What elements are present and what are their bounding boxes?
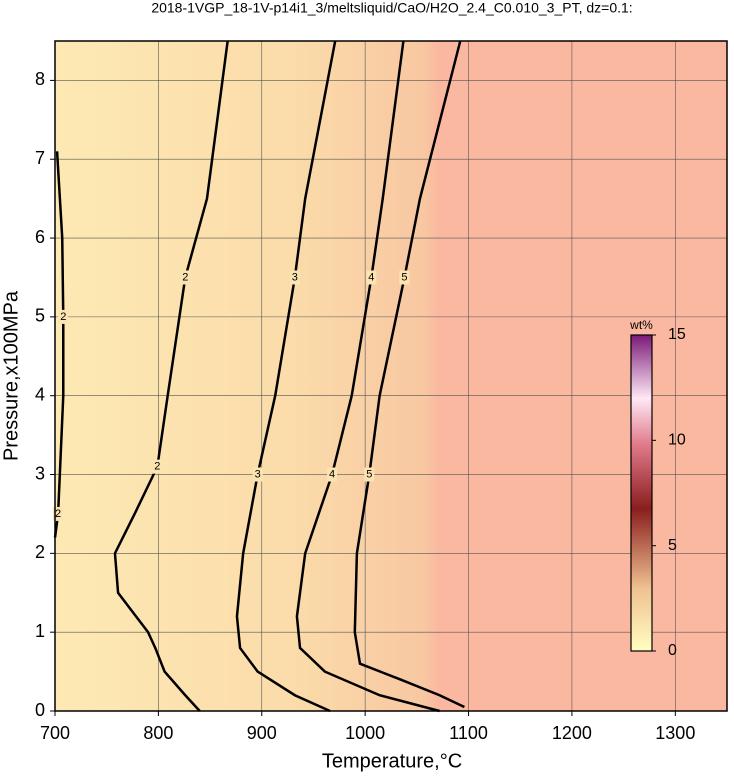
contour-label: 4	[368, 271, 374, 283]
contour-label: 3	[255, 468, 261, 480]
y-tick-label: 0	[35, 700, 45, 720]
contour-line	[235, 40, 337, 713]
y-tick-label: 3	[35, 463, 45, 483]
x-axis-label: Temperature,°C	[322, 750, 462, 772]
x-tick-label: 1200	[552, 723, 592, 743]
plot-frame	[54, 40, 728, 712]
x-tick-label: 700	[40, 723, 70, 743]
contour-label-bg	[180, 270, 191, 285]
colorbar-tick-label: 5	[668, 537, 677, 554]
y-tick-label: 1	[35, 621, 45, 641]
colorbar-tick-label: 10	[668, 432, 686, 449]
contour-label: 4	[329, 468, 335, 480]
contour-label: 2	[60, 311, 66, 323]
contour-label-bg	[152, 459, 163, 474]
x-tick-label: 800	[143, 723, 173, 743]
contour-label-bg	[252, 467, 263, 482]
contour-label: 2	[182, 271, 188, 283]
colorbar-tick-label: 0	[668, 642, 677, 659]
y-axis-label: Pressure,x100MPa	[0, 290, 22, 461]
contour-label-bg	[399, 270, 410, 285]
contour-label-bg	[327, 467, 338, 482]
y-tick-label: 6	[35, 227, 45, 247]
plot-area	[55, 41, 727, 711]
colorbar-label: wt%	[629, 318, 653, 332]
contour-label-bg	[53, 506, 64, 521]
y-tick-label: 8	[35, 69, 45, 89]
contour-label: 2	[55, 508, 61, 520]
contour-label-bg	[366, 270, 377, 285]
y-tick-label: 7	[35, 148, 45, 168]
colorbar	[630, 334, 653, 652]
y-tick-label: 5	[35, 306, 45, 326]
x-tick-label: 1300	[655, 723, 695, 743]
contour-label: 5	[366, 468, 372, 480]
contour-label-bg	[364, 467, 375, 482]
chart-title: 2018-1VGP_18-1V-p14i1_3/meltsliquid/CaO/…	[151, 0, 632, 16]
x-tick-label: 1000	[345, 723, 385, 743]
contour-label: 3	[292, 271, 298, 283]
contour-line	[353, 40, 465, 709]
y-tick-label: 2	[35, 542, 45, 562]
contour-label-bg	[289, 270, 300, 285]
contour-label-bg	[58, 309, 69, 324]
contour-line	[295, 40, 440, 713]
contour-label: 2	[154, 461, 160, 473]
y-tick-label: 4	[35, 384, 45, 404]
x-tick-label: 1100	[449, 723, 488, 743]
contour-label: 5	[401, 271, 407, 283]
x-tick-label: 900	[247, 723, 277, 743]
colorbar-tick-label: 15	[668, 326, 686, 343]
